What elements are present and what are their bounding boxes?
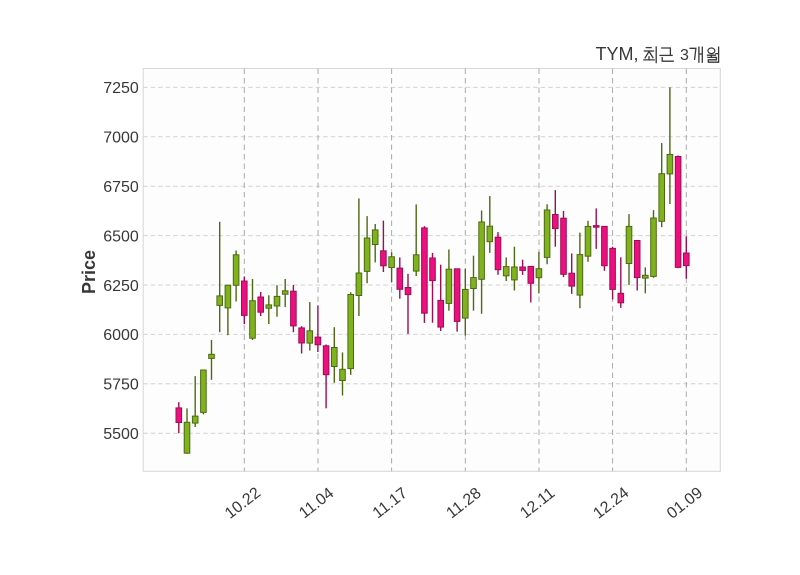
svg-text:6250: 6250 bbox=[103, 278, 139, 295]
svg-text:11.17: 11.17 bbox=[370, 485, 411, 522]
svg-text:5750: 5750 bbox=[103, 377, 139, 394]
svg-text:TYM,: TYM, bbox=[596, 44, 639, 64]
svg-text:12.11: 12.11 bbox=[517, 485, 558, 522]
svg-text:6500: 6500 bbox=[103, 228, 139, 245]
svg-text:7000: 7000 bbox=[103, 130, 139, 147]
svg-text:Price: Price bbox=[79, 250, 99, 294]
svg-text:12.24: 12.24 bbox=[590, 484, 632, 522]
svg-text:3: 3 bbox=[680, 47, 689, 64]
svg-text:6000: 6000 bbox=[103, 327, 139, 344]
svg-text:7250: 7250 bbox=[103, 80, 139, 97]
svg-text:01.09: 01.09 bbox=[664, 484, 706, 522]
svg-text:10.22: 10.22 bbox=[222, 484, 264, 522]
svg-text:11.28: 11.28 bbox=[443, 485, 484, 522]
svg-text:11.04: 11.04 bbox=[296, 485, 337, 522]
svg-text:6750: 6750 bbox=[103, 179, 139, 196]
svg-text:5500: 5500 bbox=[103, 426, 139, 443]
